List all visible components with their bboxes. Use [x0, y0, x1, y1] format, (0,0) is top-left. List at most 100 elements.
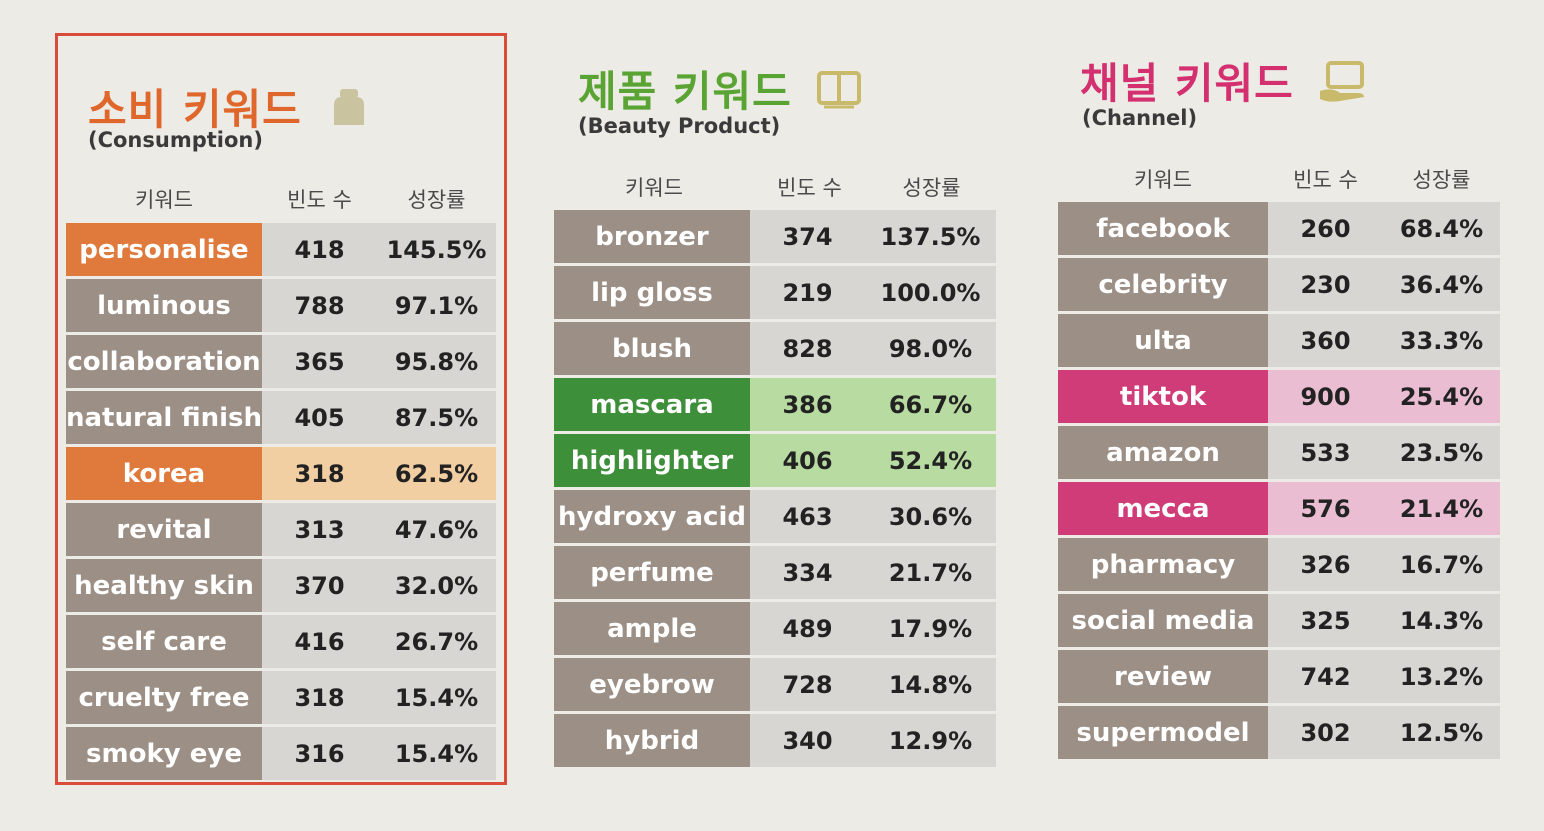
frequency-value: 576 — [1300, 494, 1351, 523]
growth-value: 14.3% — [1399, 606, 1484, 635]
values-cell: 828 98.0% — [750, 322, 996, 375]
product-header: 키워드 빈도 수 성장률 — [556, 172, 996, 202]
frequency-value: 326 — [1300, 550, 1351, 579]
keyword-cell: eyebrow — [554, 658, 750, 711]
frequency-value: 316 — [294, 739, 345, 768]
values-cell: 313 47.6% — [262, 503, 496, 556]
growth-value: 21.7% — [888, 558, 973, 587]
keyword-cell: celebrity — [1058, 258, 1268, 311]
values-cell: 742 13.2% — [1268, 650, 1500, 703]
frequency-value: 386 — [782, 390, 833, 419]
frequency-value: 365 — [294, 347, 345, 376]
growth-value: 17.9% — [888, 614, 973, 643]
channel-title-row: 채널 키워드 — [1080, 50, 1364, 111]
consumption-panel: 소비 키워드 (Consumption) 키워드 빈도 수 성장률 person… — [55, 33, 507, 785]
consumption-title-row: 소비 키워드 — [88, 76, 372, 137]
values-cell: 370 32.0% — [262, 559, 496, 612]
values-cell: 230 36.4% — [1268, 258, 1500, 311]
keyword-cell: blush — [554, 322, 750, 375]
table-row: hydroxy acid 463 30.6% — [554, 490, 996, 543]
frequency-value: 219 — [782, 278, 833, 307]
growth-value: 36.4% — [1399, 270, 1484, 299]
growth-value: 62.5% — [394, 459, 479, 488]
consumption-subtitle: (Consumption) — [88, 128, 263, 152]
keyword-cell: self care — [66, 615, 262, 668]
values-cell: 374 137.5% — [750, 210, 996, 263]
values-cell: 576 21.4% — [1268, 482, 1500, 535]
growth-value: 16.7% — [1399, 550, 1484, 579]
table-row: smoky eye 316 15.4% — [66, 727, 496, 780]
frequency-value: 742 — [1300, 662, 1351, 691]
table-row: perfume 334 21.7% — [554, 546, 996, 599]
values-cell: 416 26.7% — [262, 615, 496, 668]
table-row: mascara 386 66.7% — [554, 378, 996, 431]
growth-value: 97.1% — [394, 291, 479, 320]
growth-value: 15.4% — [394, 739, 479, 768]
values-cell: 900 25.4% — [1268, 370, 1500, 423]
values-cell: 360 33.3% — [1268, 314, 1500, 367]
values-cell: 365 95.8% — [262, 335, 496, 388]
table-row: ample 489 17.9% — [554, 602, 996, 655]
table-row: highlighter 406 52.4% — [554, 434, 996, 487]
keyword-cell: mecca — [1058, 482, 1268, 535]
table-row: supermodel 302 12.5% — [1058, 706, 1500, 759]
growth-value: 47.6% — [394, 515, 479, 544]
growth-value: 66.7% — [888, 390, 973, 419]
table-row: bronzer 374 137.5% — [554, 210, 996, 263]
frequency-value: 788 — [294, 291, 345, 320]
values-cell: 326 16.7% — [1268, 538, 1500, 591]
header-frequency: 빈도 수 — [1293, 168, 1358, 192]
keyword-cell: hydroxy acid — [554, 490, 750, 543]
keyword-cell: social media — [1058, 594, 1268, 647]
channel-table: facebook 260 68.4% celebrity 230 36.4% ulta 360… — [1058, 202, 1500, 762]
table-row: social media 325 14.3% — [1058, 594, 1500, 647]
keyword-cell: luminous — [66, 279, 262, 332]
values-cell: 489 17.9% — [750, 602, 996, 655]
keyword-cell: mascara — [554, 378, 750, 431]
values-cell: 219 100.0% — [750, 266, 996, 319]
table-row: cruelty free 318 15.4% — [66, 671, 496, 724]
growth-value: 100.0% — [880, 278, 981, 307]
header-growth: 성장률 — [902, 176, 961, 200]
keyword-cell: highlighter — [554, 434, 750, 487]
values-cell: 260 68.4% — [1268, 202, 1500, 255]
values-cell: 406 52.4% — [750, 434, 996, 487]
growth-value: 68.4% — [1399, 214, 1484, 243]
growth-value: 25.4% — [1399, 382, 1484, 411]
consumption-title: 소비 키워드 — [88, 85, 302, 134]
values-cell: 318 62.5% — [262, 447, 496, 500]
table-row: mecca 576 21.4% — [1058, 482, 1500, 535]
growth-value: 33.3% — [1399, 326, 1484, 355]
frequency-value: 334 — [782, 558, 833, 587]
frequency-value: 374 — [782, 222, 833, 251]
keyword-cell: personalise — [66, 223, 262, 276]
table-row: healthy skin 370 32.0% — [66, 559, 496, 612]
header-keyword: 키워드 — [135, 188, 193, 212]
keyword-cell: hybrid — [554, 714, 750, 767]
frequency-value: 828 — [782, 334, 833, 363]
table-row: tiktok 900 25.4% — [1058, 370, 1500, 423]
product-subtitle: (Beauty Product) — [578, 114, 781, 138]
growth-value: 23.5% — [1399, 438, 1484, 467]
growth-value: 145.5% — [386, 235, 487, 264]
growth-value: 26.7% — [394, 627, 479, 656]
consumption-table: personalise 418 145.5% luminous 788 97.1% coll… — [66, 223, 496, 783]
keyword-cell: ulta — [1058, 314, 1268, 367]
frequency-value: 302 — [1300, 718, 1351, 747]
keyword-cell: lip gloss — [554, 266, 750, 319]
growth-value: 98.0% — [888, 334, 973, 363]
growth-value: 87.5% — [394, 403, 479, 432]
frequency-value: 418 — [294, 235, 345, 264]
keyword-cell: collaboration — [66, 335, 262, 388]
table-row: blush 828 98.0% — [554, 322, 996, 375]
keyword-cell: natural finish — [66, 391, 262, 444]
frequency-value: 360 — [1300, 326, 1351, 355]
frequency-value: 260 — [1300, 214, 1351, 243]
frequency-value: 406 — [782, 446, 833, 475]
channel-subtitle: (Channel) — [1082, 106, 1198, 130]
growth-value: 137.5% — [880, 222, 981, 251]
keyword-cell: revital — [66, 503, 262, 556]
frequency-value: 489 — [782, 614, 833, 643]
growth-value: 32.0% — [394, 571, 479, 600]
frequency-value: 325 — [1300, 606, 1351, 635]
